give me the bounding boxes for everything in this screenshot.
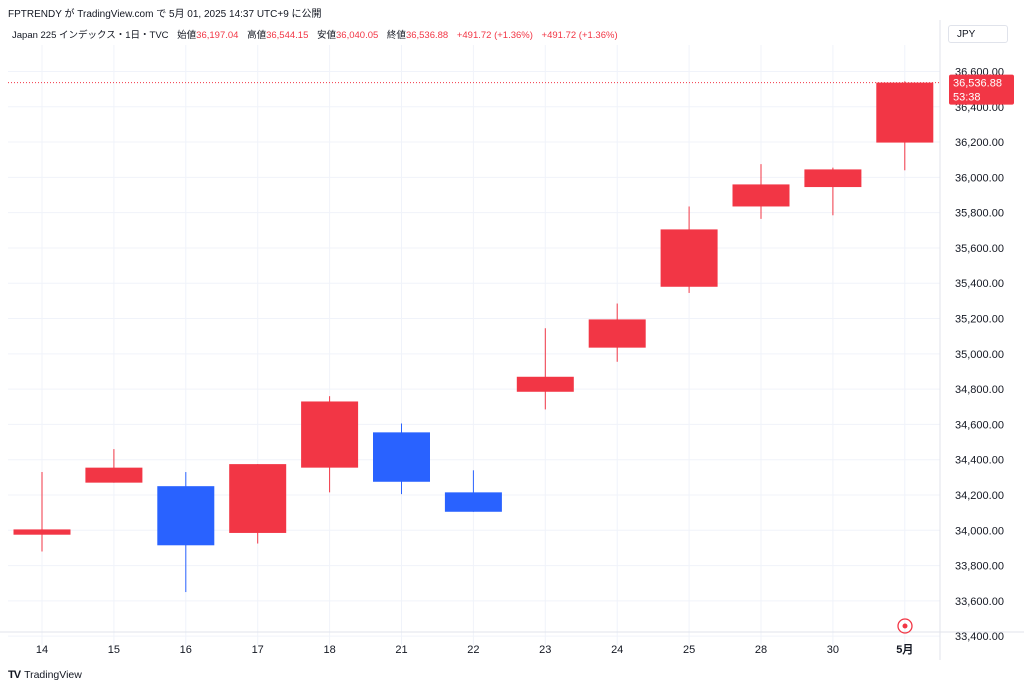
y-tick-label: 34,000.00: [955, 525, 1004, 537]
x-tick-label: 16: [180, 644, 192, 656]
change-value: +491.72 (+1.36%): [456, 30, 533, 41]
y-tick-label: 36,000.00: [955, 172, 1004, 184]
y-tick-label: 33,800.00: [955, 561, 1004, 573]
tradingview-logo[interactable]: TV TradingView: [8, 669, 82, 681]
last-price-tag: 36,536.88 53:38: [949, 74, 1014, 105]
close-value: 36,536.88: [405, 30, 449, 41]
currency-button[interactable]: JPY: [948, 25, 1008, 43]
grid-lines: [8, 45, 940, 645]
y-tick-label: 33,400.00: [955, 631, 1004, 643]
y-tick-label: 35,400.00: [955, 278, 1004, 290]
price-axis: 33,400.00 33,600.00 33,800.00 34,000.00 34,2…: [939, 20, 1004, 660]
y-tick-label: 34,400.00: [955, 455, 1004, 467]
y-tick-label: 36,200.00: [955, 137, 1004, 149]
candle-body: [588, 319, 646, 348]
x-tick-label: 18: [323, 644, 335, 656]
tv-logo-icon: TV: [8, 669, 21, 681]
y-tick-label: 35,000.00: [955, 349, 1004, 361]
candle-body: [732, 184, 790, 207]
y-tick-label: 34,200.00: [955, 490, 1004, 502]
y-tick-label: 34,600.00: [955, 419, 1004, 431]
candle-body: [516, 376, 574, 392]
candles: [13, 81, 934, 593]
candle-body: [876, 82, 934, 143]
target-icon[interactable]: [897, 618, 913, 634]
y-tick-label: 35,800.00: [955, 208, 1004, 220]
low-value: 36,040.05: [336, 30, 379, 41]
change-value-2: +491.72 (+1.36%): [541, 30, 618, 41]
x-tick-label: 22: [467, 644, 479, 656]
y-tick-label: 34,800.00: [955, 384, 1004, 396]
x-tick-label: 5月: [896, 643, 913, 656]
last-price-value: 36,536.88: [953, 78, 1002, 90]
open-value: 36,197.04: [196, 30, 239, 41]
candle-body: [85, 467, 143, 483]
candle-body: [13, 529, 71, 535]
x-tick-label: 15: [108, 644, 120, 656]
candle-body: [373, 432, 430, 482]
candle-body: [444, 492, 502, 512]
x-tick-label: 30: [827, 644, 839, 656]
countdown-value: 53:38: [953, 92, 981, 104]
x-tick-label: 24: [611, 644, 623, 656]
x-tick-label: 21: [395, 644, 407, 656]
x-tick-label: 28: [755, 644, 767, 656]
low-label: 安値: [317, 30, 337, 41]
candle-body: [229, 464, 287, 533]
x-tick-label: 14: [36, 644, 48, 656]
high-label: 高値: [247, 30, 267, 41]
symbol-name[interactable]: Japan 225 インデックス・1日・TVC: [12, 30, 169, 41]
candle-body: [301, 401, 359, 468]
time-axis: 14 15 16 17 18 21 22 23 24 25 28 30 5月: [0, 631, 1024, 656]
x-tick-label: 23: [539, 644, 551, 656]
ohlc-legend: Japan 225 インデックス・1日・TVC 始値36,197.04 高値36…: [12, 27, 618, 41]
x-tick-label: 25: [683, 644, 695, 656]
close-label: 終値: [386, 30, 406, 41]
brand-name: TradingView: [24, 669, 82, 681]
y-tick-label: 35,200.00: [955, 314, 1004, 326]
x-tick-label: 17: [252, 644, 264, 656]
open-label: 始値: [177, 30, 197, 41]
y-tick-label: 33,600.00: [955, 596, 1004, 608]
candle-body: [660, 229, 718, 287]
candle-body: [157, 486, 215, 546]
candle-body: [804, 169, 862, 188]
y-tick-label: 36,400.00: [955, 102, 1004, 114]
y-tick-label: 35,600.00: [955, 243, 1004, 255]
publish-caption: FPTRENDY が TradingView.com で 5月 01, 2025…: [8, 9, 322, 20]
high-value: 36,544.15: [266, 30, 309, 41]
